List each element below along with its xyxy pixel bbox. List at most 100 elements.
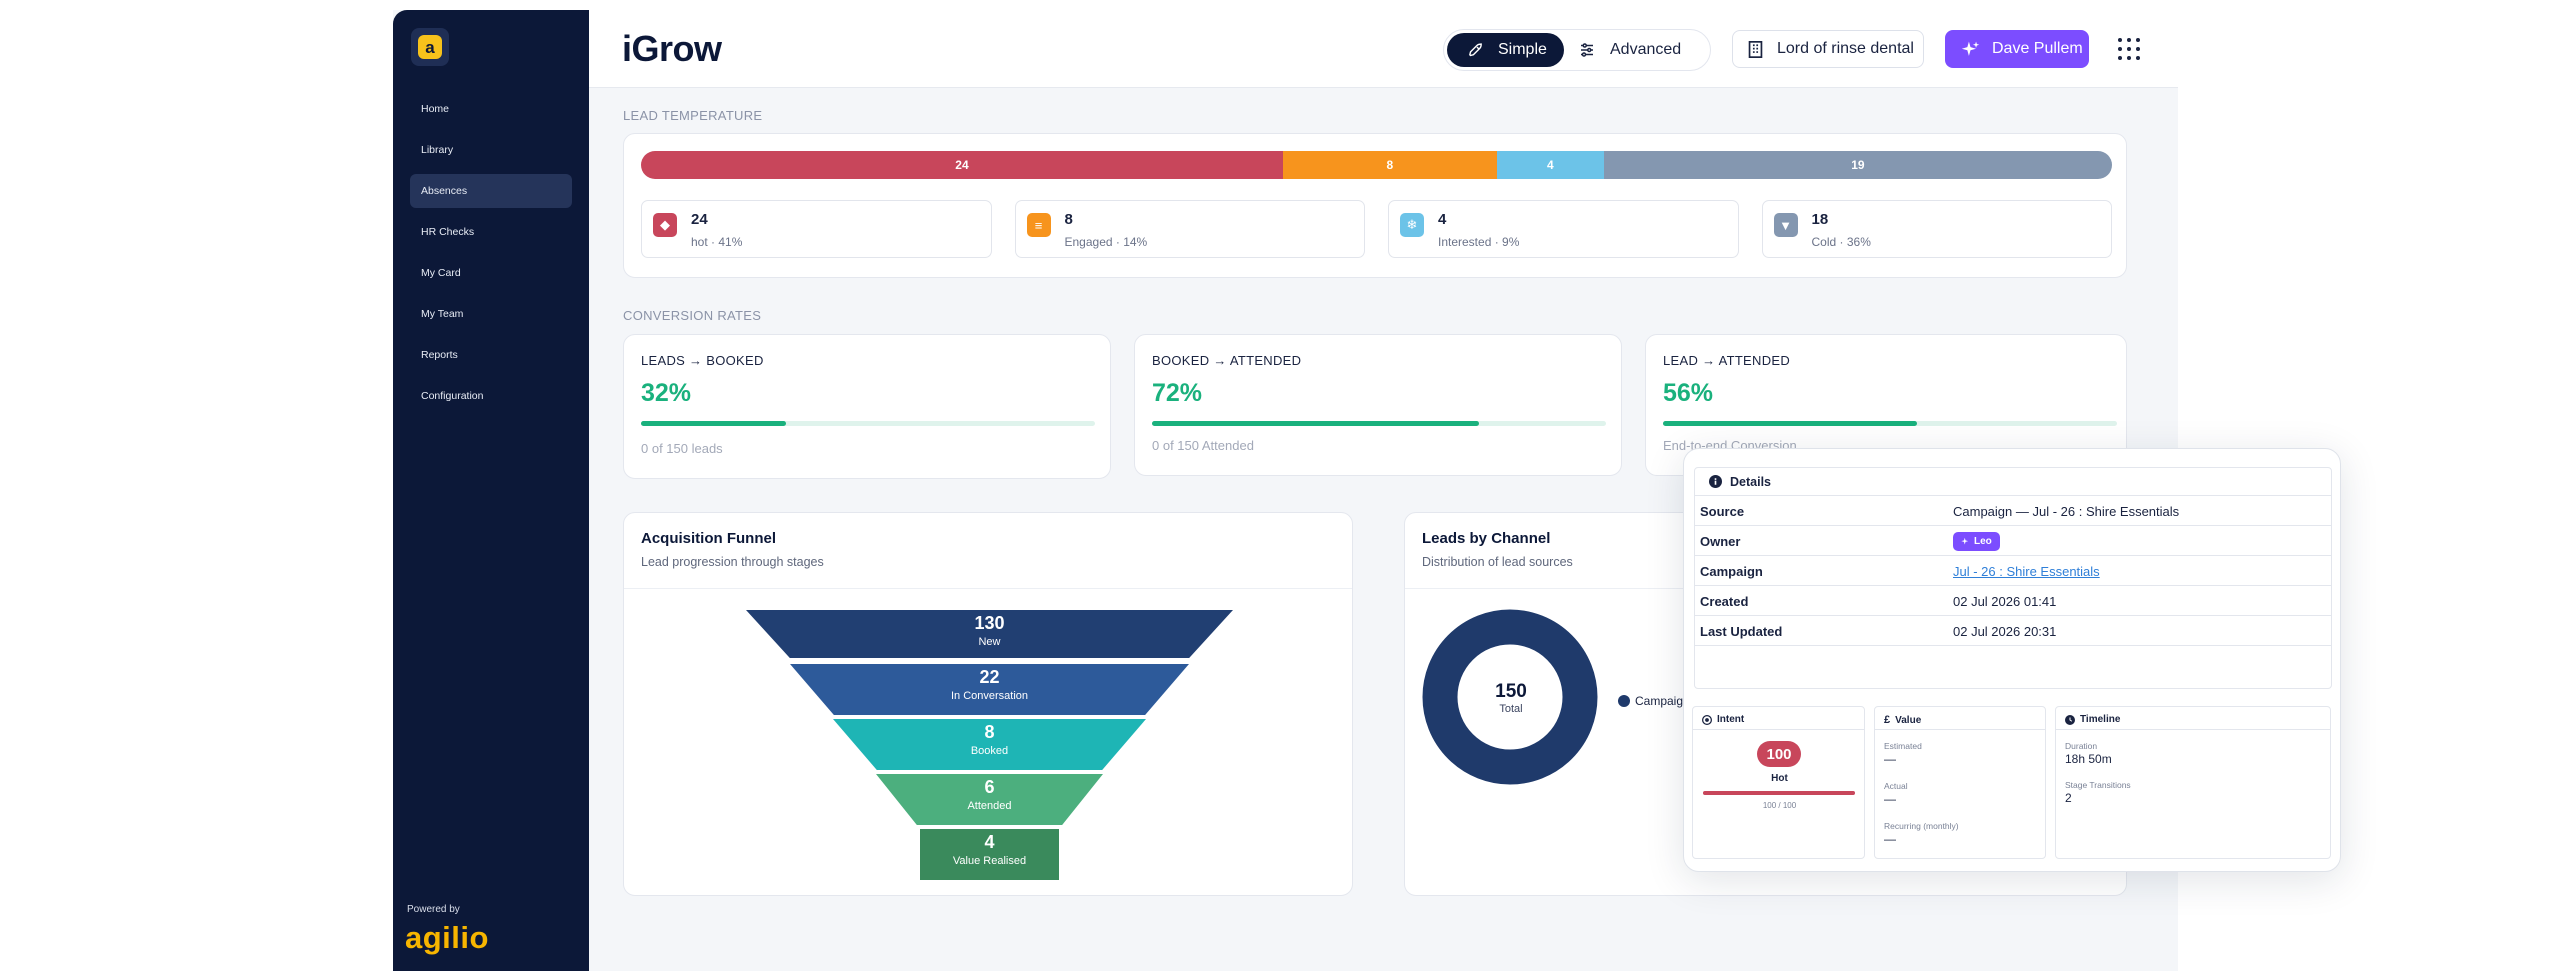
- timeline-header: Timeline: [2065, 714, 2120, 725]
- estimated-label: Estimated: [1884, 741, 1922, 751]
- temp-segment-cold[interactable]: 19: [1603, 151, 2112, 179]
- flame-icon: ◆: [653, 213, 677, 237]
- details-row-source: Source Campaign — Jul - 26 : Shire Essen…: [1695, 496, 2331, 526]
- row-value: 02 Jul 2026 20:31: [1953, 624, 2057, 639]
- temp-tile-interested[interactable]: ❄ 4 Interested · 9%: [1388, 200, 1739, 258]
- conversion-progress: [1152, 421, 1606, 426]
- funnel-stage-in-conversation[interactable]: 22 In Conversation: [790, 664, 1189, 715]
- brand-logo: agilio: [405, 920, 489, 955]
- recurring-label: Recurring (monthly): [1884, 821, 1959, 831]
- rocket-icon: [1469, 42, 1482, 56]
- stage-label: In Conversation: [950, 690, 1029, 702]
- clock-icon: [2065, 714, 2075, 725]
- row-key: Created: [1700, 594, 1749, 609]
- row-key: Source: [1700, 504, 1745, 519]
- target-icon: [1702, 714, 1712, 725]
- row-value: 02 Jul 2026 01:41: [1953, 594, 2057, 609]
- chat-icon: ≡: [1026, 213, 1051, 237]
- transitions-label: Stage Transitions: [2065, 780, 2131, 790]
- duration-label: Duration: [2065, 741, 2098, 751]
- page-title: iGrow: [622, 28, 722, 69]
- intent-card: Intent 100 Hot 100 / 100: [1692, 706, 1865, 859]
- conversion-progress: [641, 421, 1095, 426]
- temp-tile-hot[interactable]: ◆ 24 hot · 41%: [641, 200, 992, 258]
- temp-segment-engaged[interactable]: 8: [1282, 151, 1497, 179]
- acquisition-funnel-card: Acquisition Funnel Lead progression thro…: [623, 512, 1353, 896]
- mode-simple-button[interactable]: Simple: [1447, 33, 1564, 67]
- row-key: Campaign: [1700, 564, 1763, 579]
- stage-label: Value Realised: [952, 855, 1027, 867]
- sidebar-item-my-card[interactable]: My Card: [421, 267, 461, 279]
- conversion-rates-heading: CONVERSION RATES: [623, 308, 762, 323]
- intent-title: Intent: [1717, 714, 1745, 725]
- temp-segment-hot[interactable]: 24: [641, 151, 1283, 179]
- row-value: Campaign — Jul - 26 : Shire Essentials: [1953, 504, 2180, 519]
- conversion-note: 0 of 150 leads: [641, 441, 723, 456]
- sliders-icon: [1581, 43, 1593, 57]
- timeline-card: Timeline Duration 18h 50m Stage Transiti…: [2055, 706, 2331, 859]
- conversion-value: 56%: [1663, 379, 1714, 407]
- value-title: Value: [1895, 714, 1922, 726]
- logo-letter: a: [418, 35, 442, 59]
- pound-icon: £: [1884, 714, 1891, 726]
- actual-label: Actual: [1884, 781, 1908, 791]
- campaign-link[interactable]: Jul - 26 : Shire Essentials: [1953, 564, 2100, 579]
- channel-donut[interactable]: [1422, 609, 1598, 785]
- sidebar-item-library[interactable]: Library: [421, 144, 454, 156]
- owner-name: Leo: [1974, 536, 1992, 547]
- stage-label: Booked: [970, 745, 1009, 757]
- donut-center: 150 Total: [1478, 681, 1544, 715]
- temp-sub: hot · 41%: [691, 235, 743, 249]
- details-row-last-updated: Last Updated 02 Jul 2026 20:31: [1695, 616, 2331, 646]
- lead-temperature-heading: LEAD TEMPERATURE: [623, 108, 763, 123]
- stage-count: 8: [984, 722, 995, 742]
- funnel-stage-attended[interactable]: 6 Attended: [876, 774, 1103, 825]
- funnel-title: Acquisition Funnel: [641, 530, 776, 547]
- stage-label: Attended: [967, 800, 1012, 812]
- apps-grid-icon[interactable]: [2118, 38, 2140, 60]
- channel-subtitle: Distribution of lead sources: [1422, 555, 1573, 569]
- mode-advanced-button[interactable]: Advanced: [1578, 33, 1681, 67]
- conversion-value: 72%: [1152, 379, 1203, 407]
- temp-tile-cold[interactable]: ▼ 18 Cold · 36%: [1761, 200, 2112, 258]
- sidebar-item-my-team[interactable]: My Team: [421, 308, 464, 320]
- estimated-value: —: [1884, 752, 1896, 766]
- timeline-title: Timeline: [2080, 714, 2121, 725]
- temp-sub: Interested · 9%: [1438, 235, 1520, 249]
- row-key: Owner: [1700, 534, 1741, 549]
- row-key: Last Updated: [1700, 624, 1783, 639]
- sidebar-item-home[interactable]: Home: [421, 103, 450, 115]
- sidebar-item-reports[interactable]: Reports: [421, 349, 458, 361]
- snowflake-icon: ❄: [1400, 213, 1424, 237]
- conversion-title: LEADS → BOOKED: [641, 353, 764, 368]
- details-title: Details: [1730, 474, 1771, 489]
- user-menu-button[interactable]: Dave Pullem: [1945, 30, 2089, 68]
- temp-tile-engaged[interactable]: ≡ 8 Engaged · 14%: [1014, 200, 1365, 258]
- legend-label[interactable]: Campaign: [1635, 694, 1685, 708]
- details-table: Details Source Campaign — Jul - 26 : Shi…: [1694, 467, 2332, 689]
- donut-total-label: Total: [1499, 703, 1523, 715]
- actual-value: —: [1884, 792, 1896, 806]
- value-header: £ Value: [1884, 714, 1921, 726]
- conversion-card-leads-booked: LEADS → BOOKED 32% 0 of 150 leads: [623, 334, 1111, 479]
- building-icon: [1748, 40, 1763, 58]
- owner-badge[interactable]: Leo: [1953, 532, 2000, 551]
- funnel-stage-booked[interactable]: 8 Booked: [833, 719, 1146, 770]
- funnel-stage-new[interactable]: 130 New: [746, 610, 1233, 658]
- transitions-value: 2: [2065, 791, 2072, 805]
- filter-icon: ▼: [1773, 213, 1798, 237]
- sidebar-item-absences[interactable]: Absences: [410, 174, 572, 208]
- mode-advanced-label: Advanced: [1610, 41, 1682, 58]
- stage-count: 4: [984, 832, 995, 852]
- app-logo[interactable]: a: [411, 28, 449, 66]
- recurring-value: —: [1884, 832, 1896, 846]
- sidebar-item-hr-checks[interactable]: HR Checks: [421, 226, 475, 238]
- practice-selector[interactable]: Lord of rinse dental: [1732, 30, 1924, 68]
- funnel-stage-value-realised[interactable]: 4 Value Realised: [920, 829, 1059, 880]
- sparkle-icon: [1961, 537, 1969, 545]
- sidebar-item-configuration[interactable]: Configuration: [421, 390, 484, 402]
- conversion-card-booked-attended: BOOKED → ATTENDED 72% 0 of 150 Attended: [1134, 334, 1622, 476]
- stage-count: 22: [979, 667, 1000, 687]
- conversion-progress: [1663, 421, 2117, 426]
- temp-segment-interested[interactable]: 4: [1496, 151, 1604, 179]
